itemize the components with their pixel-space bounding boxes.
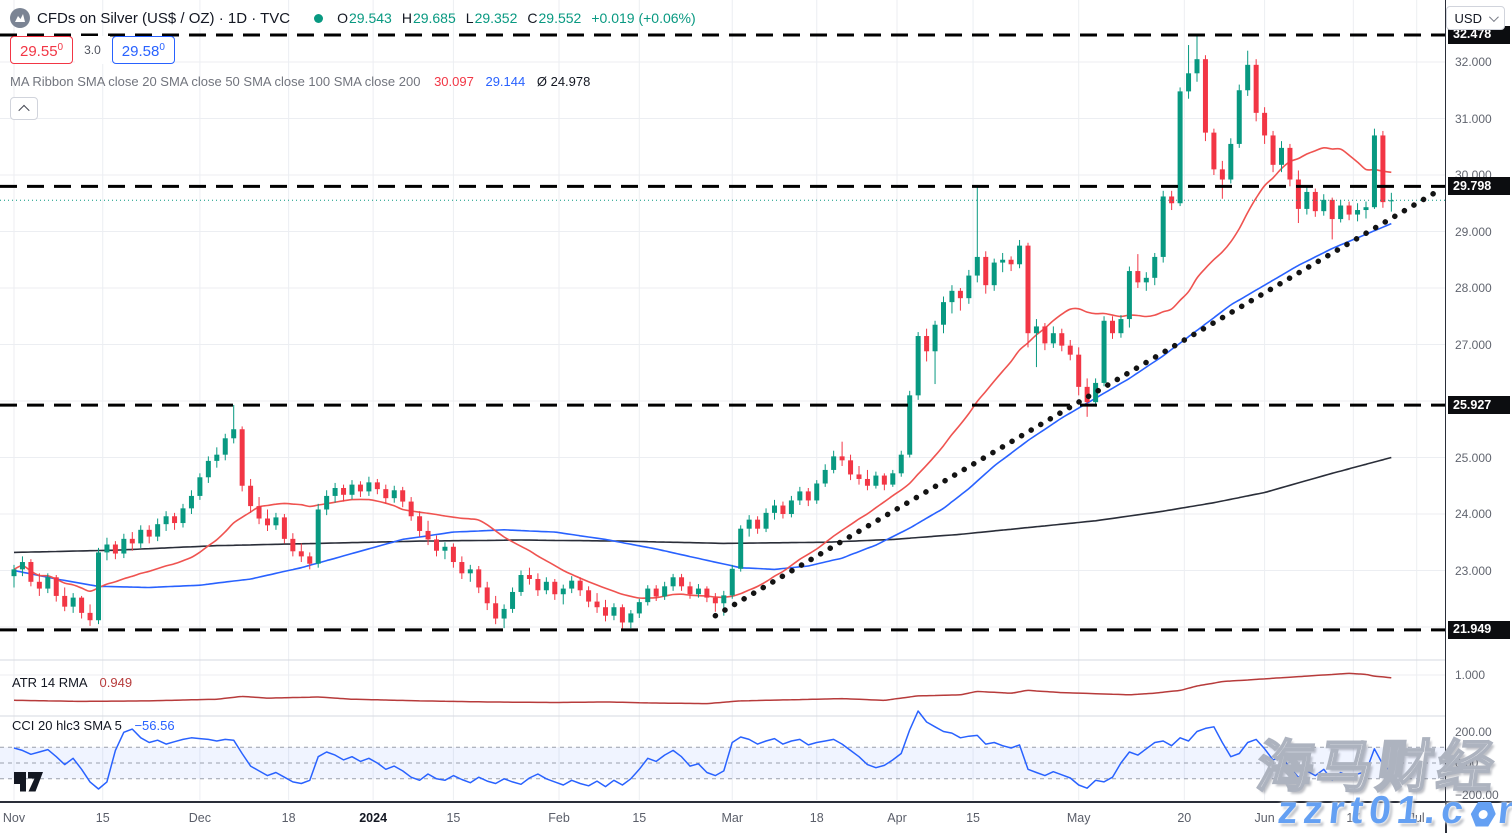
time-tick-label: 15	[95, 811, 110, 825]
ohlc-open-value: 29.543	[348, 10, 392, 26]
ma-sma20-value: 30.097	[434, 74, 474, 89]
time-tick-label: Mar	[721, 811, 744, 825]
time-tick-label: Apr	[887, 811, 907, 825]
sell-price-button[interactable]: 29.550	[10, 36, 74, 64]
price-level-badge: 21.949	[1448, 620, 1510, 639]
time-tick-label: 18	[809, 811, 824, 825]
cci-label: CCI 20 hlc3 SMA 5	[12, 718, 122, 733]
ma-ribbon-legend[interactable]: MA Ribbon SMA close 20 SMA close 50 SMA …	[10, 74, 696, 89]
time-tick-label: Feb	[548, 811, 570, 825]
time-tick-label: 15	[632, 811, 647, 825]
ohlc-open-label: O	[337, 10, 348, 26]
price-tick-label: 29.000	[1455, 224, 1492, 239]
atr-label: ATR 14 RMA	[12, 675, 87, 690]
candles	[11, 34, 1394, 630]
ohlc-high-value: 29.685	[412, 10, 456, 26]
ma-ribbon-label: MA Ribbon SMA close 20 SMA close 50 SMA …	[10, 74, 421, 89]
ohlc-close-label: C	[527, 10, 538, 26]
time-tick-label: May	[1066, 811, 1091, 825]
atr-legend[interactable]: ATR 14 RMA 0.949	[12, 675, 132, 690]
price-tick-label: 31.000	[1455, 111, 1492, 126]
symbol-logo-icon	[10, 8, 30, 28]
tradingview-logo[interactable]	[14, 772, 44, 792]
buy-price-value: 29.58	[121, 43, 160, 60]
time-tick-label: Jun	[1254, 811, 1275, 825]
symbol-header-row: CFDs on Silver (US$ / OZ) · 1D · TVC O29…	[10, 8, 696, 28]
chart-legend: CFDs on Silver (US$ / OZ) · 1D · TVC O29…	[10, 8, 696, 120]
sell-price-sup: 0	[57, 42, 64, 53]
ma-lines	[13, 146, 1392, 599]
axis-corner-separator	[1445, 801, 1447, 833]
price-axis[interactable]: 32.00031.00030.00029.00028.00027.00026.0…	[1445, 0, 1512, 802]
price-tick-label: 25.000	[1455, 450, 1492, 465]
time-tick-label: 15	[966, 811, 981, 825]
ohlc-change-value: +0.019 (+0.06%)	[591, 10, 696, 26]
buy-price-sup: 0	[159, 42, 165, 53]
ohlc-low-value: 29.352	[474, 10, 518, 26]
time-tick-label: 15	[446, 811, 461, 825]
symbol-title[interactable]: CFDs on Silver (US$ / OZ) · 1D · TVC	[37, 9, 291, 27]
price-level-badge: 32.478	[1448, 25, 1510, 44]
price-level-badge: 25.927	[1448, 396, 1510, 415]
ohlc-low-label: L	[465, 10, 474, 26]
chevron-up-icon	[18, 104, 30, 116]
chart-canvas[interactable]	[0, 0, 1445, 801]
time-tick-label: 20	[1177, 811, 1192, 825]
price-tick-label: 27.000	[1455, 337, 1492, 352]
atr-value: 0.949	[99, 675, 133, 690]
sell-price-value: 29.55	[20, 43, 58, 60]
cci-legend[interactable]: CCI 20 hlc3 SMA 5 −56.56	[12, 718, 175, 733]
atr-tick-label: 1.000	[1455, 668, 1486, 682]
time-tick-label: Jul	[1408, 811, 1425, 825]
time-tick-label: Dec	[188, 811, 212, 825]
cci-value: −56.56	[134, 718, 175, 733]
spread-value: 3.0	[75, 36, 110, 64]
cci-tick-label: −200.00	[1455, 787, 1499, 802]
ma-blue-value: 29.144	[485, 74, 526, 89]
price-tick-label: 28.000	[1455, 281, 1492, 295]
ohlc-close-value: 29.552	[538, 10, 582, 26]
price-tick-label: 32.000	[1455, 55, 1492, 69]
ohlc-readout: O29.543 H29.685 L29.352 C29.552 +0.019 (…	[337, 10, 696, 26]
collapse-indicators-button[interactable]	[10, 97, 38, 120]
currency-label: USD	[1454, 10, 1482, 26]
cci-tick-label: 0.00	[1455, 756, 1479, 770]
chevron-down-icon	[1488, 11, 1499, 22]
price-tick-label: 23.000	[1455, 563, 1492, 578]
price-tick-label: 24.000	[1455, 507, 1492, 521]
market-status-icon	[314, 13, 324, 23]
time-axis[interactable]: Nov 15 Dec 18 2024 15 Feb 15 Mar 18 Apr 15 May 20 Jun 1…	[0, 801, 1512, 833]
currency-dropdown[interactable]: USD	[1445, 6, 1505, 30]
cci-tick-label: 200.00	[1455, 724, 1492, 739]
buy-price-button[interactable]: 29.580	[111, 36, 175, 64]
time-tick-label: 18	[281, 811, 296, 825]
ma-average-value: Ø 24.978	[536, 74, 591, 89]
time-tick-label: 2024	[359, 811, 388, 825]
buy-sell-widget: 29.550 3.0 29.580	[10, 36, 696, 64]
time-tick-label: 17	[1346, 811, 1361, 825]
price-level-badge: 29.798	[1448, 177, 1510, 196]
time-tick-label: Nov	[2, 811, 26, 825]
ohlc-high-label: H	[401, 10, 412, 26]
